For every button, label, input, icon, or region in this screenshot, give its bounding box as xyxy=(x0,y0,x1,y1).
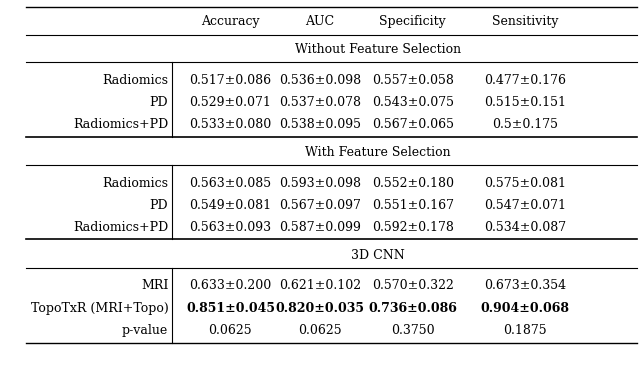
Text: 0.557±0.058: 0.557±0.058 xyxy=(372,74,454,87)
Text: 0.515±0.151: 0.515±0.151 xyxy=(484,96,566,109)
Text: 0.533±0.080: 0.533±0.080 xyxy=(189,118,271,131)
Text: 0.5±0.175: 0.5±0.175 xyxy=(492,118,558,131)
Text: 0.575±0.081: 0.575±0.081 xyxy=(484,177,566,190)
Text: 0.0625: 0.0625 xyxy=(298,324,342,337)
Text: 0.3750: 0.3750 xyxy=(391,324,435,337)
Text: Radiomics+PD: Radiomics+PD xyxy=(73,118,168,131)
Text: 0.820±0.035: 0.820±0.035 xyxy=(275,302,365,315)
Text: TopoTxR (MRI+Topo): TopoTxR (MRI+Topo) xyxy=(31,302,168,315)
Text: 0.563±0.085: 0.563±0.085 xyxy=(189,177,271,190)
Text: 0.851±0.045: 0.851±0.045 xyxy=(186,302,275,315)
Text: 3D CNN: 3D CNN xyxy=(351,249,404,262)
Text: 0.552±0.180: 0.552±0.180 xyxy=(372,177,454,190)
Text: 0.587±0.099: 0.587±0.099 xyxy=(279,221,361,234)
Text: 0.1875: 0.1875 xyxy=(503,324,547,337)
Text: Specificity: Specificity xyxy=(380,15,446,28)
Text: 0.477±0.176: 0.477±0.176 xyxy=(484,74,566,87)
Text: 0.537±0.078: 0.537±0.078 xyxy=(279,96,361,109)
Text: PD: PD xyxy=(150,199,168,212)
Text: 0.673±0.354: 0.673±0.354 xyxy=(484,279,566,292)
Text: 0.0625: 0.0625 xyxy=(209,324,252,337)
Text: 0.563±0.093: 0.563±0.093 xyxy=(189,221,271,234)
Text: 0.547±0.071: 0.547±0.071 xyxy=(484,199,566,212)
Text: Radiomics: Radiomics xyxy=(102,74,168,87)
Text: 0.567±0.065: 0.567±0.065 xyxy=(372,118,454,131)
Text: 0.592±0.178: 0.592±0.178 xyxy=(372,221,454,234)
Text: 0.534±0.087: 0.534±0.087 xyxy=(484,221,566,234)
Text: Radiomics: Radiomics xyxy=(102,177,168,190)
Text: Accuracy: Accuracy xyxy=(201,15,260,28)
Text: 0.570±0.322: 0.570±0.322 xyxy=(372,279,454,292)
Text: Without Feature Selection: Without Feature Selection xyxy=(294,43,461,56)
Text: 0.567±0.097: 0.567±0.097 xyxy=(279,199,361,212)
Text: Radiomics+PD: Radiomics+PD xyxy=(73,221,168,234)
Text: 0.736±0.086: 0.736±0.086 xyxy=(369,302,457,315)
Text: 0.538±0.095: 0.538±0.095 xyxy=(279,118,361,131)
Text: With Feature Selection: With Feature Selection xyxy=(305,146,451,159)
Text: Sensitivity: Sensitivity xyxy=(492,15,558,28)
Text: 0.621±0.102: 0.621±0.102 xyxy=(279,279,361,292)
Text: PD: PD xyxy=(150,96,168,109)
Text: 0.549±0.081: 0.549±0.081 xyxy=(189,199,271,212)
Text: 0.904±0.068: 0.904±0.068 xyxy=(480,302,570,315)
Text: 0.593±0.098: 0.593±0.098 xyxy=(279,177,361,190)
Text: MRI: MRI xyxy=(141,279,168,292)
Text: 0.536±0.098: 0.536±0.098 xyxy=(279,74,361,87)
Text: AUC: AUC xyxy=(305,15,335,28)
Text: 0.633±0.200: 0.633±0.200 xyxy=(189,279,271,292)
Text: p-value: p-value xyxy=(122,324,168,337)
Text: 0.529±0.071: 0.529±0.071 xyxy=(189,96,271,109)
Text: 0.517±0.086: 0.517±0.086 xyxy=(189,74,271,87)
Text: 0.543±0.075: 0.543±0.075 xyxy=(372,96,454,109)
Text: 0.551±0.167: 0.551±0.167 xyxy=(372,199,454,212)
